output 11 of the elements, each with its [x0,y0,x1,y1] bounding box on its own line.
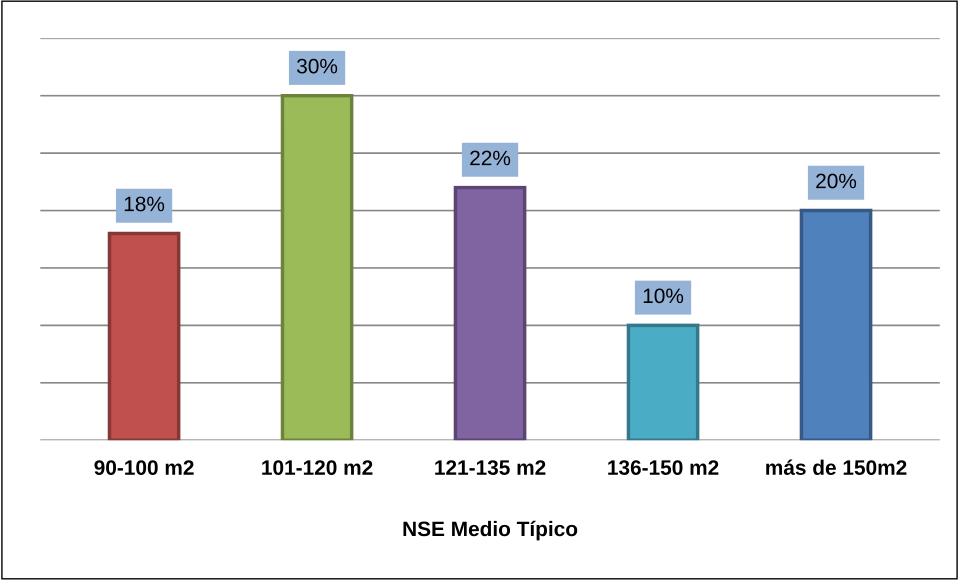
x-tick-label: 101-120 m2 [262,460,372,475]
x-tick-label: 121-135 m2 [435,460,546,475]
data-label: 10% [644,288,684,304]
x-axis-title: NSE Medio Típico [403,520,578,540]
data-label: 30% [297,58,338,74]
x-tick-label: más de 150m2 [766,459,906,475]
data-label: 22% [470,150,510,166]
data-label: 20% [816,174,856,188]
data-label: 18% [124,196,164,212]
x-tick-label: 90-100 m2 [94,460,194,475]
x-tick-label: 136-150 m2 [608,460,718,475]
